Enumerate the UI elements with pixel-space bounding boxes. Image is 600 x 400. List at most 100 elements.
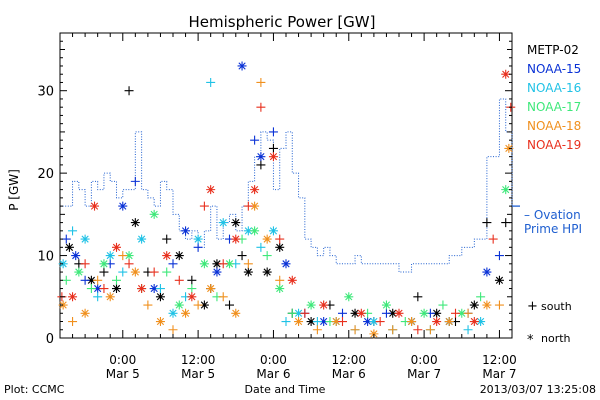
point-noaa-15-north: [256, 152, 266, 162]
point-noaa-19-south: [338, 317, 347, 327]
point-noaa-17-north: [199, 259, 209, 269]
point-metp-02-south: [482, 218, 492, 228]
point-noaa-15-north: [149, 284, 159, 294]
point-noaa-16-south: [93, 292, 103, 302]
point-metp-02-north: [130, 218, 140, 228]
point-noaa-16-south: [155, 284, 165, 294]
point-noaa-19-south: [149, 267, 159, 277]
point-noaa-19-south: [451, 308, 460, 318]
point-noaa-17-south: [61, 275, 71, 285]
point-noaa-18-south: [463, 308, 473, 318]
point-noaa-19-north: [206, 185, 216, 195]
point-noaa-16-north: [58, 259, 68, 269]
plot-frame: [59, 32, 513, 339]
legend-ovation-label-2: Prime HPI: [524, 222, 582, 236]
point-noaa-16-south: [463, 325, 473, 335]
point-noaa-18-north: [231, 308, 241, 318]
point-noaa-19-south: [80, 259, 90, 269]
point-noaa-19-south: [124, 259, 134, 269]
point-metp-02-north: [243, 267, 253, 277]
point-noaa-16-north: [105, 251, 115, 261]
point-noaa-18-south: [68, 317, 78, 327]
point-noaa-18-north: [206, 284, 216, 294]
point-noaa-15-north: [281, 259, 291, 269]
x-tick-label-date: Mar 6: [256, 367, 290, 381]
point-noaa-18-south: [312, 325, 322, 335]
point-noaa-19-north: [356, 308, 366, 318]
point-noaa-18-north: [130, 267, 140, 277]
y-tick-label: 20: [37, 167, 54, 182]
point-noaa-18-north: [444, 317, 454, 327]
point-noaa-15-north: [181, 226, 191, 236]
point-noaa-18-north: [294, 317, 304, 327]
legend-south-symbol: +: [527, 299, 538, 314]
point-noaa-19-north: [319, 300, 329, 310]
point-noaa-17-north: [149, 209, 159, 219]
point-noaa-16-north: [218, 218, 228, 228]
point-metp-02-north: [432, 308, 442, 318]
legend-item-noaa-18: NOAA-18: [527, 119, 581, 133]
point-metp-02-north: [494, 275, 504, 285]
point-noaa-16-north: [369, 317, 379, 327]
point-metp-02-north: [469, 300, 479, 310]
point-noaa-15-north: [482, 267, 492, 277]
point-noaa-15-north: [71, 251, 81, 261]
y-axis: 0 10 20 30: [37, 32, 512, 347]
point-noaa-18-south: [193, 300, 203, 310]
point-noaa-16-north: [294, 308, 304, 318]
point-noaa-15-south: [250, 135, 260, 145]
x-tick-label-date: Mar 7: [407, 367, 441, 381]
x-tick-label-time: 0:00: [109, 353, 136, 367]
point-noaa-19-north: [162, 251, 172, 261]
point-metp-02-south: [413, 292, 423, 302]
point-noaa-19-north: [432, 317, 442, 327]
point-noaa-18-south: [256, 77, 266, 87]
point-noaa-19-north: [250, 185, 260, 195]
point-metp-02-north: [86, 275, 96, 285]
point-noaa-19-north: [90, 201, 100, 211]
point-noaa-16-south: [256, 242, 266, 252]
point-noaa-19-south: [243, 201, 253, 211]
point-metp-02-south: [268, 143, 278, 153]
point-noaa-17-north: [124, 251, 134, 261]
point-metp-02-south: [237, 251, 247, 261]
point-noaa-17-south: [262, 251, 272, 261]
x-tick-label-date: Mar 6: [332, 367, 366, 381]
point-noaa-19-north: [137, 284, 147, 294]
point-metp-02-north: [350, 308, 360, 318]
point-noaa-19-south: [256, 102, 266, 112]
point-metp-02-north: [231, 218, 241, 228]
satellite-points: [57, 61, 516, 339]
point-noaa-17-north: [250, 226, 260, 236]
point-noaa-17-south: [187, 284, 197, 294]
point-noaa-19-south: [300, 308, 310, 318]
point-noaa-17-south: [112, 275, 121, 285]
plot-credit: Plot: CCMC: [4, 383, 65, 396]
point-noaa-17-north: [74, 267, 84, 277]
point-metp-02-north: [212, 259, 222, 269]
x-tick-label-time: 0:00: [260, 353, 287, 367]
legend: – Ovation Prime HPI + south * north METP…: [524, 43, 582, 348]
point-metp-02-south: [501, 218, 511, 228]
point-metp-02-north: [306, 317, 316, 327]
x-tick-label-date: Mar 7: [482, 367, 516, 381]
point-noaa-16-south: [312, 317, 322, 327]
point-noaa-17-north: [419, 308, 429, 318]
y-tick-label: 0: [46, 332, 54, 347]
point-metp-02-north: [262, 267, 272, 277]
legend-item-noaa-16: NOAA-16: [527, 81, 581, 95]
point-metp-02-south: [99, 267, 109, 277]
point-noaa-19-south: [99, 284, 109, 294]
point-noaa-15-north: [118, 201, 128, 211]
point-noaa-19-south: [199, 201, 209, 211]
legend-north-label: north: [541, 332, 571, 345]
point-noaa-18-north: [250, 201, 260, 211]
x-axis-label: Date and Time: [245, 383, 326, 396]
point-metp-02-north: [174, 251, 184, 261]
point-noaa-18-north: [58, 300, 68, 310]
point-noaa-19-south: [413, 325, 423, 335]
legend-item-noaa-17: NOAA-17: [527, 100, 581, 114]
point-noaa-18-south: [275, 275, 285, 285]
